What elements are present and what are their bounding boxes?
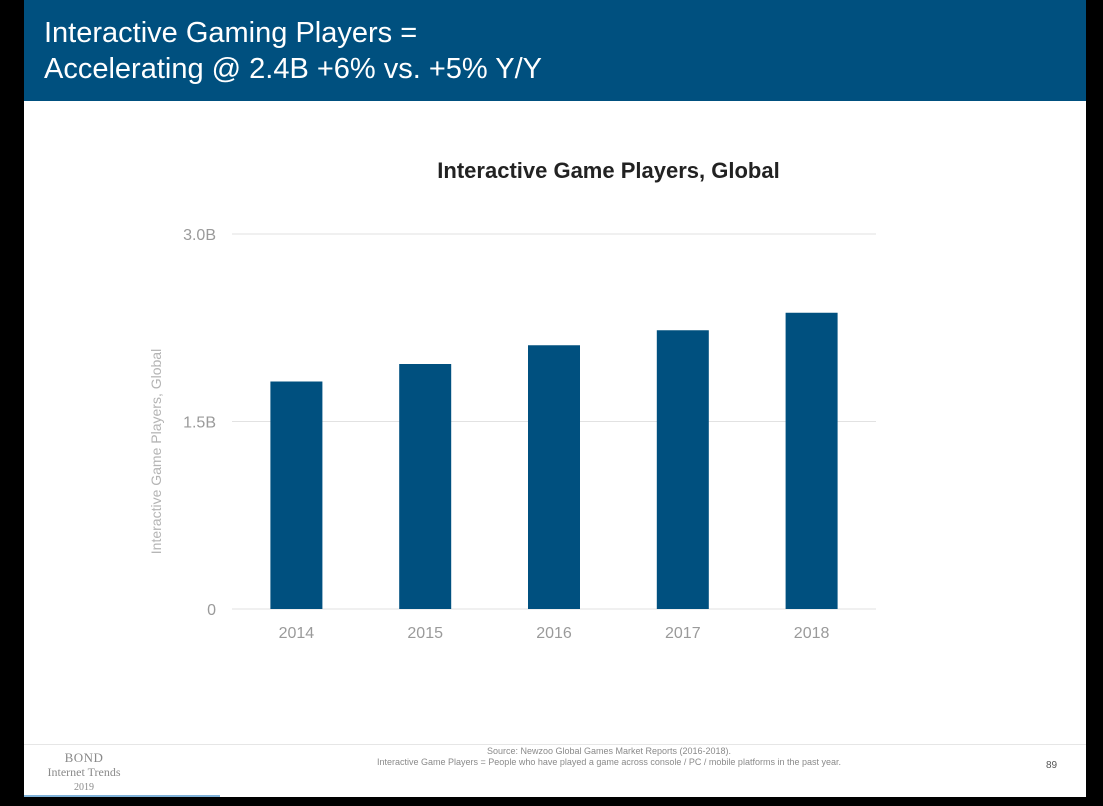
x-tick-label-2015: 2015 [407, 625, 443, 642]
accent-bar [24, 795, 220, 797]
logo-line-1: BOND [64, 750, 104, 765]
bar-2017 [656, 330, 709, 609]
x-tick-label-2018: 2018 [794, 625, 830, 642]
slide-title-line-2: Accelerating @ 2.4B +6% vs. +5% Y/Y [44, 53, 542, 85]
y-axis-label: Interactive Game Players, Global [148, 349, 164, 554]
chart-title: Interactive Game Players, Global [437, 158, 780, 183]
y-tick-label: 3.0B [183, 227, 216, 244]
x-tick-label-2016: 2016 [536, 625, 572, 642]
x-tick-label-2017: 2017 [665, 625, 701, 642]
y-tick-label: 0 [207, 602, 216, 619]
bar-2014 [270, 381, 323, 609]
logo-line-2: Internet Trends [47, 765, 121, 779]
source-line-1: Source: Newzoo Global Games Market Repor… [486, 746, 732, 756]
x-tick-label-2014: 2014 [279, 625, 315, 642]
bar-2016 [528, 345, 580, 609]
logo-line-3: 2019 [74, 782, 94, 793]
title-banner: Interactive Gaming Players = Acceleratin… [24, 0, 1086, 101]
bar-2018 [785, 312, 838, 609]
source-line-2: Interactive Game Players = People who ha… [377, 757, 841, 767]
footer-divider [24, 744, 1086, 745]
x-axis-ticks: 2014 2015 2016 2017 2018 [279, 625, 830, 642]
y-axis-ticks: 0 1.5B 3.0B [183, 227, 216, 619]
bond-logo: BOND Internet Trends 2019 [24, 750, 144, 795]
bars [270, 312, 838, 609]
slide: Interactive Gaming Players = Acceleratin… [24, 0, 1086, 797]
y-tick-label: 1.5B [183, 415, 216, 432]
bar-chart: 0 1.5B 3.0B 2014 2015 2016 2017 2018 Interacti… [148, 227, 876, 642]
bar-2015 [399, 364, 452, 609]
page-number: 89 [1046, 760, 1058, 771]
source-note: Source: Newzoo Global Games Market Repor… [309, 746, 909, 768]
slide-title-line-1: Interactive Gaming Players = [44, 17, 418, 49]
